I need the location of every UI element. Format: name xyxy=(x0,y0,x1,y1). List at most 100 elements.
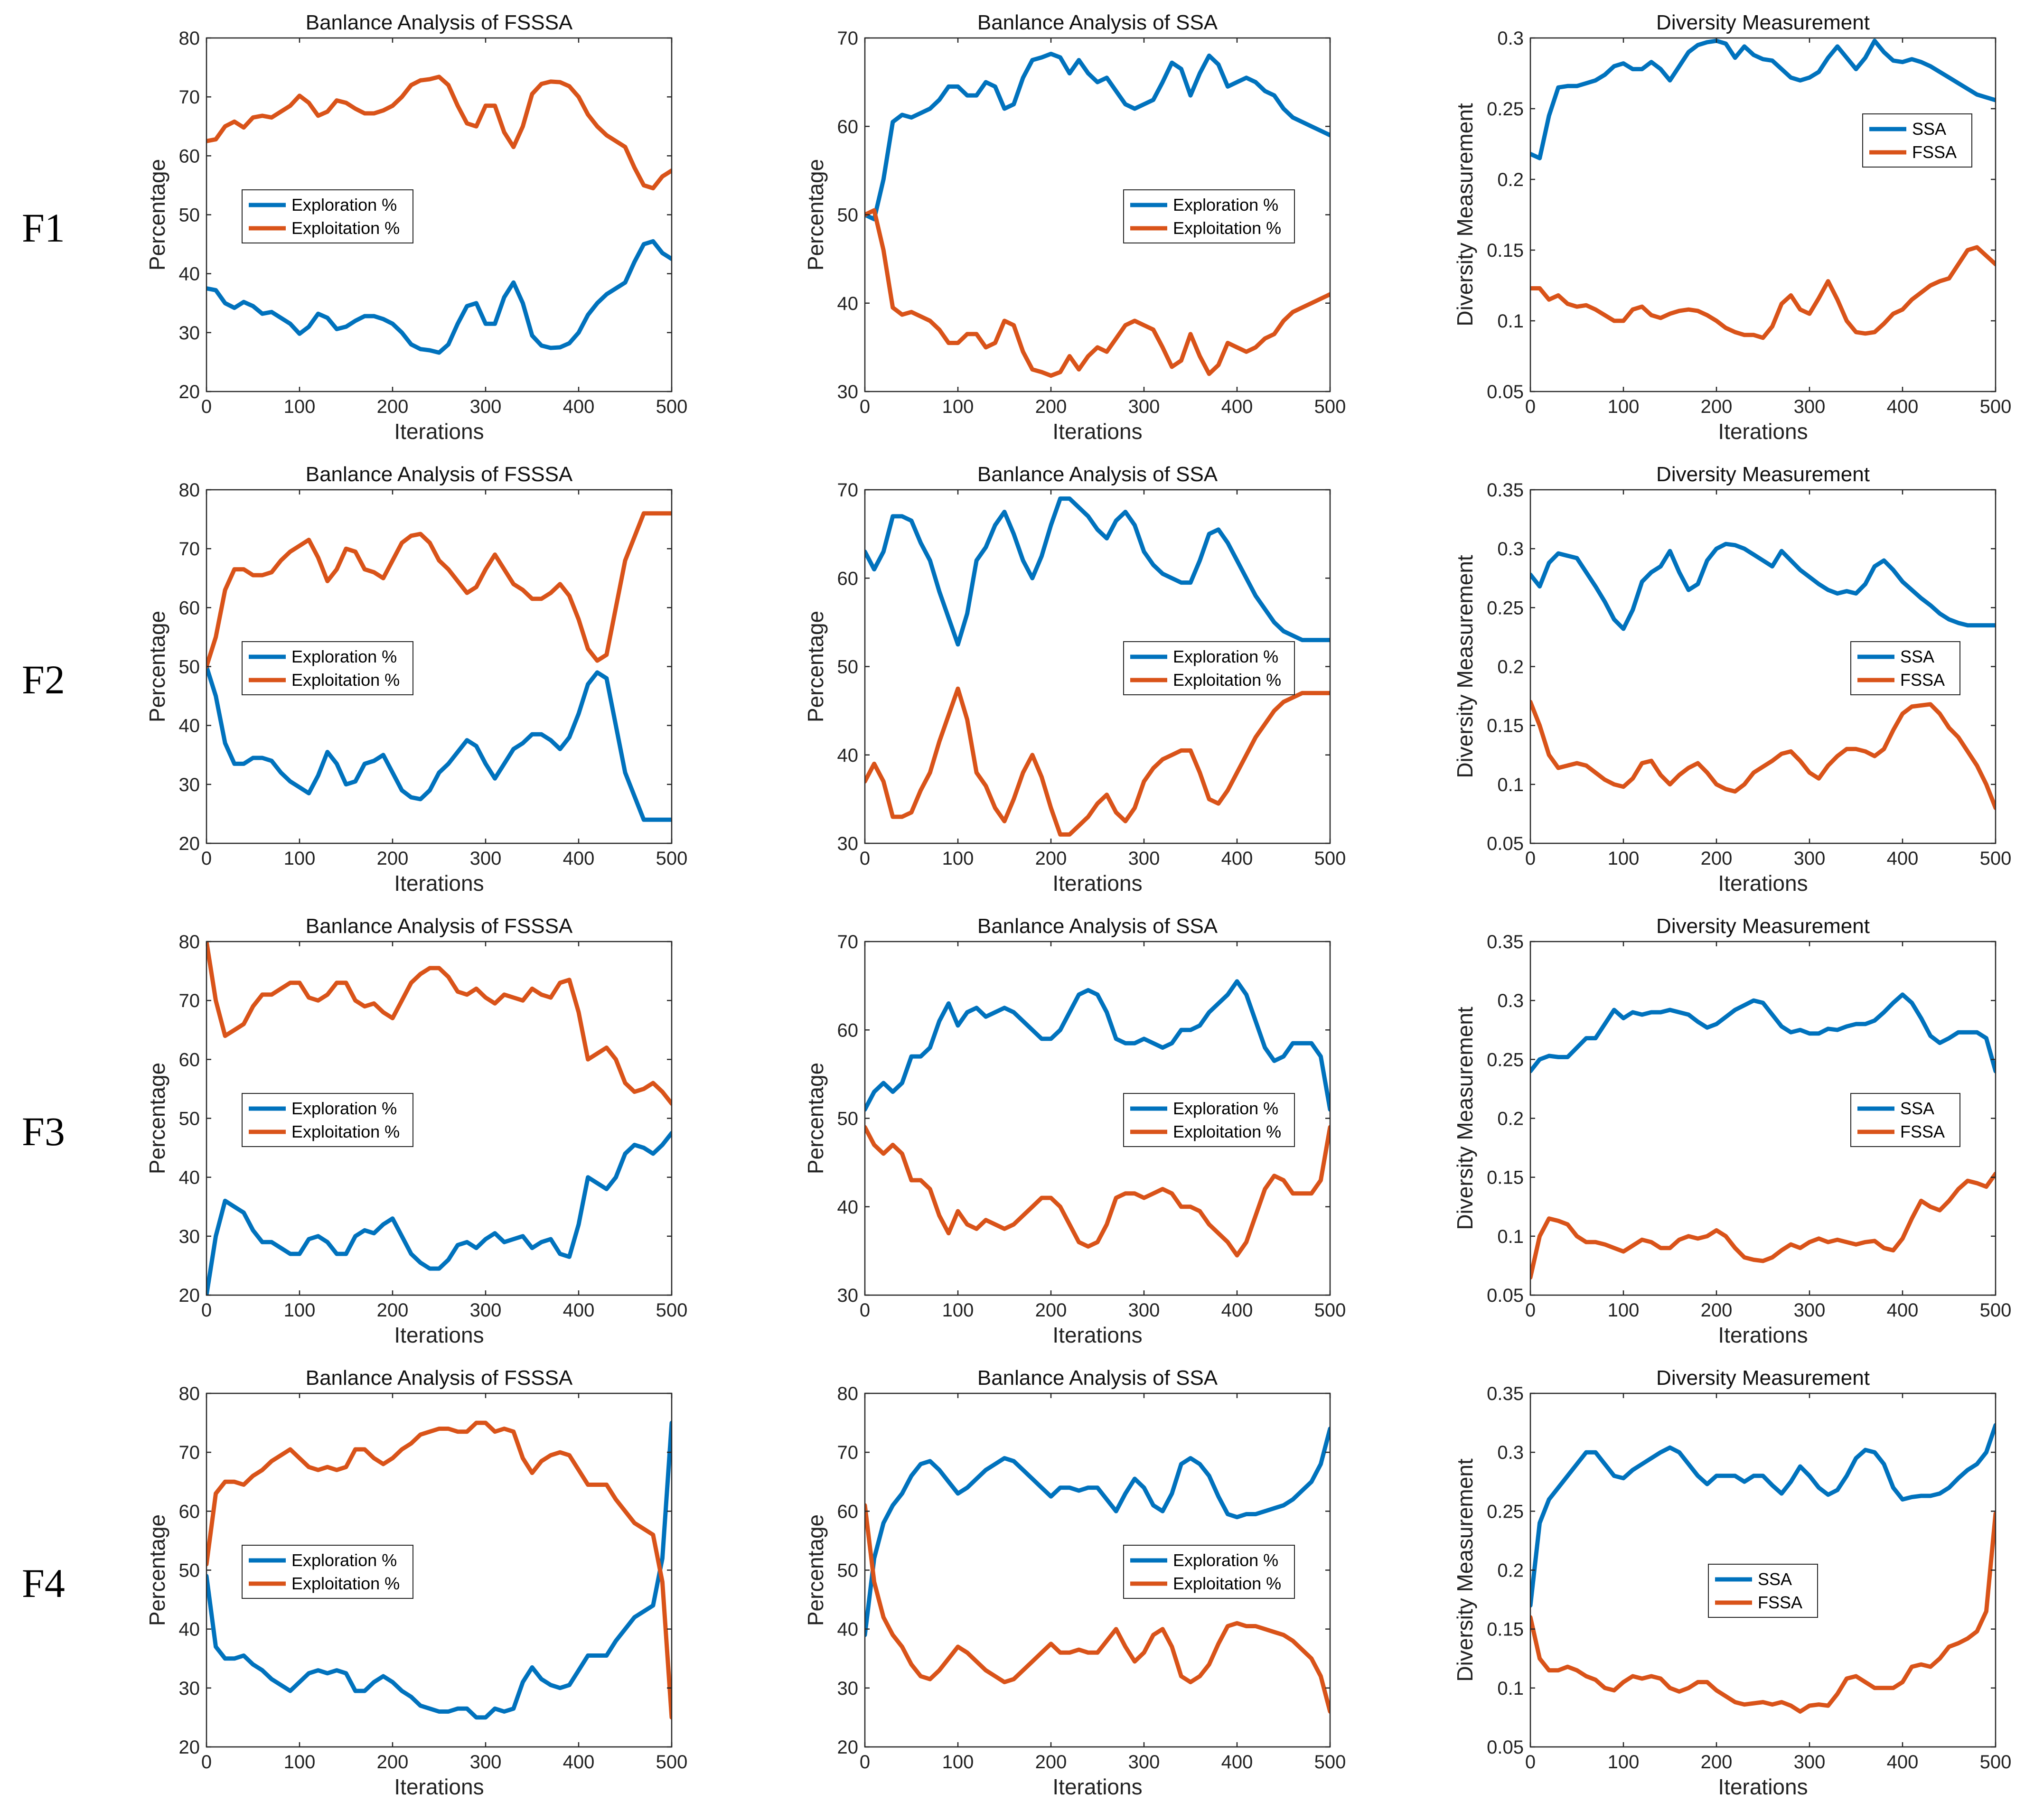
x-tick-label: 400 xyxy=(563,1752,595,1773)
y-tick-label: 30 xyxy=(837,1678,859,1699)
legend-label: Exploration % xyxy=(291,1099,397,1118)
y-tick-label: 40 xyxy=(837,1619,859,1640)
legend: Exploration % Exploitation % xyxy=(242,641,413,695)
x-tick-label: 500 xyxy=(1314,1300,1346,1321)
y-tick-label: 0.25 xyxy=(1487,1501,1524,1522)
y-tick-label: 0.25 xyxy=(1487,1049,1524,1070)
series-line xyxy=(865,1503,1330,1714)
x-tick-label: 200 xyxy=(377,1300,409,1321)
y-tick-label: 60 xyxy=(179,146,200,167)
y-tick-label: 60 xyxy=(179,1049,200,1070)
x-tick-label: 500 xyxy=(656,1300,688,1321)
series-group xyxy=(865,1427,1330,1714)
y-tick-label: 0.1 xyxy=(1497,311,1524,332)
series-line xyxy=(865,1427,1330,1637)
x-tick-label: 300 xyxy=(470,396,502,417)
y-tick-label: 70 xyxy=(837,480,859,501)
series-line xyxy=(1530,1171,1996,1280)
x-tick-label: 500 xyxy=(1314,848,1346,869)
x-tick-label: 100 xyxy=(1608,396,1640,417)
x-tick-label: 300 xyxy=(1128,1752,1160,1773)
legend: SSA FSSA xyxy=(1850,641,1960,695)
x-tick-label: 100 xyxy=(284,396,316,417)
series-line xyxy=(206,1420,672,1720)
y-axis-label: Diversity Measurement xyxy=(1453,555,1477,778)
legend-label: FSSA xyxy=(1758,1593,1802,1612)
y-tick-label: 60 xyxy=(837,116,859,137)
x-tick-label: 0 xyxy=(201,1300,212,1321)
y-tick-label: 0.35 xyxy=(1487,480,1524,501)
x-tick-label: 500 xyxy=(1980,848,2012,869)
x-axis-label: Iterations xyxy=(394,419,484,444)
y-tick-label: 80 xyxy=(837,1383,859,1404)
series-line xyxy=(1530,245,1996,340)
series-line xyxy=(1530,992,1996,1073)
legend-label: Exploitation % xyxy=(291,218,400,238)
y-axis-label: Percentage xyxy=(803,1063,828,1174)
x-tick-label: 0 xyxy=(860,1300,870,1321)
series-line xyxy=(1530,541,1996,631)
x-tick-label: 400 xyxy=(1221,396,1253,417)
chart-panel: Banlance Analysis of FSSSA 0 100 200 300 400 5… xyxy=(145,1366,687,1799)
chart-panel: Banlance Analysis of FSSSA 0 100 200 300 400 5… xyxy=(145,463,687,896)
x-tick-label: 400 xyxy=(563,848,595,869)
x-tick-label: 300 xyxy=(1794,1300,1826,1321)
y-tick-label: 30 xyxy=(837,382,859,402)
x-tick-label: 0 xyxy=(1525,1752,1536,1773)
x-tick-label: 400 xyxy=(563,1300,595,1321)
y-tick-label: 40 xyxy=(179,1167,200,1188)
x-axis-label: Iterations xyxy=(1052,1323,1142,1347)
y-tick-label: 0.2 xyxy=(1497,1560,1524,1581)
chart-title: Banlance Analysis of FSSSA xyxy=(306,1366,573,1390)
legend-label: Exploration % xyxy=(1173,1099,1278,1118)
x-tick-label: 100 xyxy=(1608,1300,1640,1321)
x-tick-label: 100 xyxy=(1608,848,1640,869)
x-tick-label: 500 xyxy=(656,1752,688,1773)
x-tick-label: 200 xyxy=(377,396,409,417)
y-tick-label: 30 xyxy=(837,833,859,854)
y-tick-label: 0.15 xyxy=(1487,240,1524,261)
y-tick-label: 80 xyxy=(179,480,200,501)
y-tick-label: 50 xyxy=(179,657,200,678)
series-group xyxy=(206,75,672,355)
row-label-f2: F2 xyxy=(22,657,65,702)
x-tick-label: 200 xyxy=(377,848,409,869)
y-tick-label: 60 xyxy=(179,597,200,618)
y-tick-label: 0.1 xyxy=(1497,775,1524,795)
x-axis-label: Iterations xyxy=(1052,871,1142,896)
legend-label: FSSA xyxy=(1900,1122,1945,1141)
legend: Exploration % Exploitation % xyxy=(1123,189,1295,243)
x-tick-label: 0 xyxy=(201,396,212,417)
y-tick-label: 0.05 xyxy=(1487,833,1524,854)
x-tick-label: 300 xyxy=(470,1300,502,1321)
y-axis-label: Percentage xyxy=(803,611,828,722)
series-group xyxy=(1530,541,1996,810)
legend-label: Exploitation % xyxy=(291,1122,400,1141)
y-tick-label: 0.3 xyxy=(1497,1442,1524,1463)
series-group xyxy=(1530,1423,1996,1714)
legend-box xyxy=(1123,641,1295,695)
legend-label: FSSA xyxy=(1900,670,1945,690)
chart-panel: Diversity Measurement 0 100 200 300 400 500 0.0… xyxy=(1453,1366,2011,1799)
series-line xyxy=(865,52,1330,222)
y-tick-label: 20 xyxy=(179,833,200,854)
legend-label: Exploitation % xyxy=(1173,1122,1281,1141)
series-group xyxy=(865,979,1330,1258)
legend-label: SSA xyxy=(1900,647,1934,666)
legend-box xyxy=(1850,641,1960,695)
legend-label: Exploitation % xyxy=(291,670,400,690)
y-tick-label: 0.3 xyxy=(1497,539,1524,560)
legend: Exploration % Exploitation % xyxy=(1123,641,1295,695)
x-tick-label: 100 xyxy=(284,1300,316,1321)
chart-panel: Banlance Analysis of FSSSA 0 100 200 300 400 5… xyxy=(145,11,687,444)
y-tick-label: 50 xyxy=(837,1109,859,1129)
series-line xyxy=(1530,1511,1996,1714)
y-tick-label: 20 xyxy=(179,1737,200,1758)
x-tick-label: 100 xyxy=(942,1752,974,1773)
series-line xyxy=(865,686,1330,837)
x-tick-label: 0 xyxy=(201,1752,212,1773)
x-tick-label: 500 xyxy=(1980,396,2012,417)
x-tick-label: 100 xyxy=(284,1752,316,1773)
x-tick-label: 300 xyxy=(1794,396,1826,417)
